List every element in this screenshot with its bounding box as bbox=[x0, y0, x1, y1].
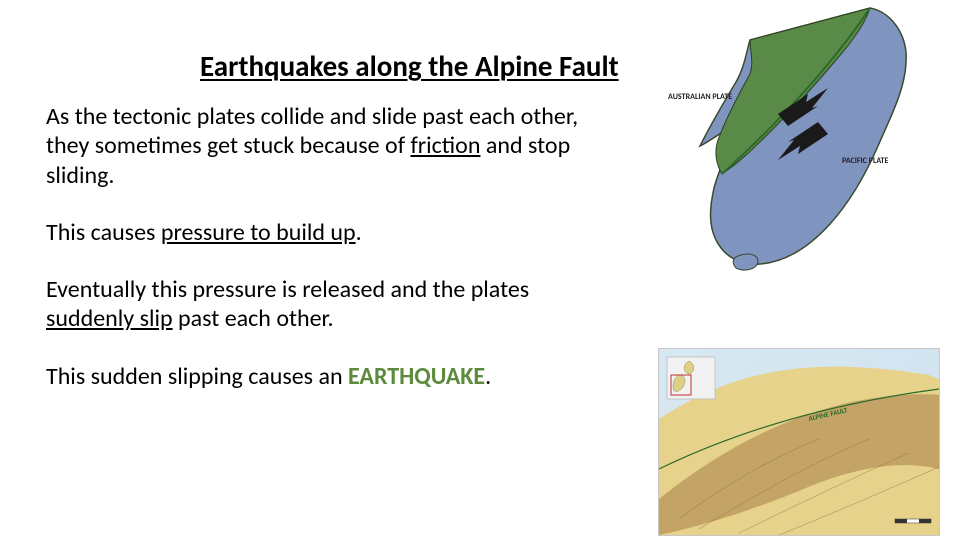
paragraph-2: This causes pressure to build up. bbox=[46, 218, 586, 247]
paragraph-3: Eventually this pressure is released and… bbox=[46, 275, 586, 334]
p4b: . bbox=[485, 362, 491, 391]
scale-bar bbox=[895, 519, 931, 523]
inset-nz bbox=[667, 357, 715, 399]
p4a: This sudden slipping causes an bbox=[46, 362, 348, 391]
plate-map: AUSTRALIAN PLATE PACIFIC PLATE bbox=[660, 6, 940, 274]
p4-earthquake: EARTHQUAKE bbox=[348, 362, 485, 391]
pacific-plate-label: PACIFIC PLATE bbox=[842, 156, 888, 166]
p3a: Eventually this pressure is released and… bbox=[46, 275, 529, 304]
p1-friction: friction bbox=[410, 131, 480, 160]
stewart-island bbox=[733, 254, 758, 270]
slide-title: Earthquakes along the Alpine Fault bbox=[200, 48, 619, 84]
p2-pressure: pressure to build up bbox=[161, 218, 356, 247]
plate-map-svg bbox=[660, 6, 940, 274]
p2b: . bbox=[356, 218, 362, 247]
body-text: As the tectonic plates collide and slide… bbox=[46, 102, 586, 419]
australian-plate-label: AUSTRALIAN PLATE bbox=[668, 92, 732, 102]
p3b: past each other. bbox=[173, 304, 334, 333]
topo-map-svg: ALPINE FAULT bbox=[659, 349, 939, 535]
paragraph-4: This sudden slipping causes an EARTHQUAK… bbox=[46, 362, 586, 391]
topo-map: ALPINE FAULT bbox=[658, 348, 940, 536]
p3-slip: suddenly slip bbox=[46, 304, 173, 333]
paragraph-1: As the tectonic plates collide and slide… bbox=[46, 102, 586, 190]
p2a: This causes bbox=[46, 218, 161, 247]
